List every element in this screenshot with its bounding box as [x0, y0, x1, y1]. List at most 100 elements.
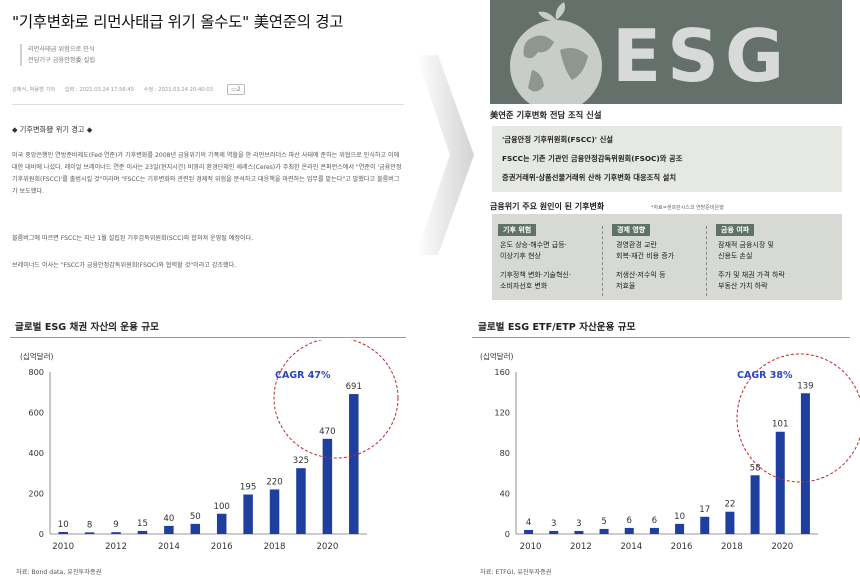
- esg-bond-chart: 0 200 400 600 800 10 2010 8 9 2012 15 40 2014 50 100 20…: [28, 340, 399, 552]
- bar: [269, 489, 280, 534]
- chart-title-rule: [472, 337, 850, 338]
- column-line: 이상기후 현상: [500, 252, 541, 260]
- bar-value-label: 5: [601, 517, 606, 527]
- bar: [574, 530, 584, 534]
- column-header-financial-fallout: 금융 여파: [716, 224, 755, 236]
- bar: [322, 438, 333, 534]
- article-input-time: 입력 : 2021.03.24 17:56:45: [64, 87, 135, 93]
- bar-value-label: 139: [797, 381, 813, 391]
- y-tick-label: 80: [500, 448, 510, 458]
- chart-title-rule: [10, 337, 406, 338]
- cagr-annotation: CAGR 47%: [275, 370, 331, 381]
- bar: [624, 527, 634, 534]
- bar-value-label: 10: [58, 520, 69, 530]
- bar-value-label: 6: [652, 516, 657, 526]
- column-line: 신용도 손실: [718, 252, 753, 260]
- y-tick-label: 0: [505, 529, 510, 539]
- bar: [649, 527, 659, 534]
- globe-icon: [510, 2, 602, 104]
- bar: [349, 394, 359, 534]
- bar: [750, 475, 760, 534]
- y-tick-label: 40: [500, 489, 510, 499]
- article-meta: 김혜식, 박용범 기자 입력 : 2021.03.24 17:56:45 수정 …: [12, 86, 221, 93]
- comment-share-button[interactable]: ▭2: [227, 84, 245, 95]
- column-header-climate-risk: 기후 위험: [498, 224, 537, 236]
- x-tick-label: 2012: [105, 542, 127, 552]
- article-divider: [12, 104, 404, 105]
- bar-value-label: 9: [113, 520, 118, 530]
- causes-title: 금융위기 주요 원인이 된 기후변화: [490, 202, 605, 211]
- bar-value-label: 50: [190, 512, 201, 522]
- bar: [524, 529, 534, 534]
- bar-value-label: 8: [87, 520, 92, 530]
- comment-icon: ▭: [231, 86, 237, 93]
- bar-value-label: 195: [240, 483, 256, 493]
- cagr-annotation: CAGR 38%: [737, 370, 793, 381]
- esg-logo: ESG: [612, 14, 791, 98]
- column-header-economic-impact: 경제 영향: [612, 224, 651, 236]
- share-count: 2: [236, 86, 241, 93]
- chart-unit-label: (십억달러): [480, 352, 514, 361]
- column-separator: [706, 226, 707, 296]
- column-line: 온도 상승·해수면 급등·: [500, 241, 567, 249]
- bar: [775, 431, 785, 534]
- causes-source: *자료=샌프란시스코 연방준비은행: [651, 205, 724, 211]
- bar-value-label: 17: [699, 505, 710, 515]
- measure-item: FSCC는 기존 기관인 금융안정감독위원회(FSOC)와 공조: [502, 154, 683, 163]
- chart-title: 글로벌 ESG 채권 자산의 운용 규모: [15, 322, 159, 333]
- y-tick-label: 160: [494, 367, 510, 377]
- article-reporter[interactable]: 김혜식, 박용범 기자: [12, 87, 56, 93]
- bar-value-label: 40: [163, 514, 174, 524]
- article-subtitles: 리먼사태급 위험으로 인식 전담기구 금융안정委 설립: [20, 44, 95, 66]
- bar-value-label: 220: [266, 477, 282, 487]
- column-line: 부동산 가치 하락: [718, 282, 768, 290]
- bar-value-label: 101: [772, 420, 788, 430]
- bar-value-label: 22: [724, 500, 735, 510]
- y-tick-label: 120: [494, 408, 510, 418]
- x-tick-label: 2014: [620, 542, 642, 552]
- bar-value-label: 470: [319, 427, 335, 437]
- bar-value-label: 3: [551, 519, 556, 529]
- infographic-title: 美연준 기후변화 전담 조직 신설: [490, 110, 602, 120]
- bar: [164, 525, 174, 534]
- bar: [58, 531, 68, 534]
- article-section-heading: ◆ 기후변화發 위기 경고 ◆: [12, 125, 93, 134]
- fed-measures-box: '금융안정 기후위원회(FSCC)' 신설 FSCC는 기존 기관인 금융안정감…: [492, 126, 842, 192]
- y-tick-label: 800: [28, 367, 44, 377]
- bar-value-label: 4: [526, 518, 531, 528]
- chart-source: 자료: ETFGI, 유진투자증권: [480, 569, 552, 576]
- column-line: 잠재적 금융시장 및: [718, 241, 774, 249]
- esg-infographic: ESG 美연준 기후변화 전담 조직 신설 '금융안정 기후위원회(FSCC)'…: [490, 0, 842, 302]
- bar: [111, 532, 121, 534]
- x-tick-label: 2020: [316, 542, 338, 552]
- x-tick-label: 2018: [721, 542, 743, 552]
- bar-value-label: 6: [627, 516, 632, 526]
- bar: [137, 530, 148, 534]
- column-line: 기후정책 변화·기술혁신·: [500, 271, 572, 279]
- bar: [725, 511, 735, 534]
- x-tick-label: 2016: [671, 542, 693, 552]
- bar: [216, 513, 227, 534]
- y-tick-label: 600: [28, 408, 44, 418]
- bar: [675, 523, 685, 534]
- x-tick-label: 2012: [570, 542, 592, 552]
- column-line: 소비자선호 변화: [500, 282, 548, 290]
- y-tick-label: 400: [28, 448, 44, 458]
- bar-value-label: 691: [346, 382, 362, 392]
- chart-unit-label: (십억달러): [20, 352, 54, 361]
- column-line: 저효율: [616, 282, 636, 290]
- y-tick-label: 200: [28, 489, 44, 499]
- article-subtitle: 전담기구 금융안정委 설립: [28, 57, 96, 64]
- esg-etf-chart: 0 40 80 120 160 4 2010 3 3 2012 5 6 2014 6 10 2016 17 22 2…: [494, 353, 860, 552]
- bar-value-label: 325: [293, 456, 309, 466]
- measure-item: '금융안정 기후위원회(FSCC)' 신설: [502, 135, 614, 144]
- y-tick-label: 0: [39, 529, 44, 539]
- chart-source: 자료: Bond data, 유진투자증권: [16, 569, 102, 576]
- bar: [84, 532, 95, 534]
- bar: [190, 523, 201, 534]
- column-line: 회복·재건 비용 증가: [616, 252, 675, 260]
- x-tick-label: 2010: [520, 542, 542, 552]
- column-line: 저생산·저수익 등: [616, 271, 666, 279]
- x-tick-label: 2018: [264, 542, 286, 552]
- arrow-icon: [416, 55, 474, 255]
